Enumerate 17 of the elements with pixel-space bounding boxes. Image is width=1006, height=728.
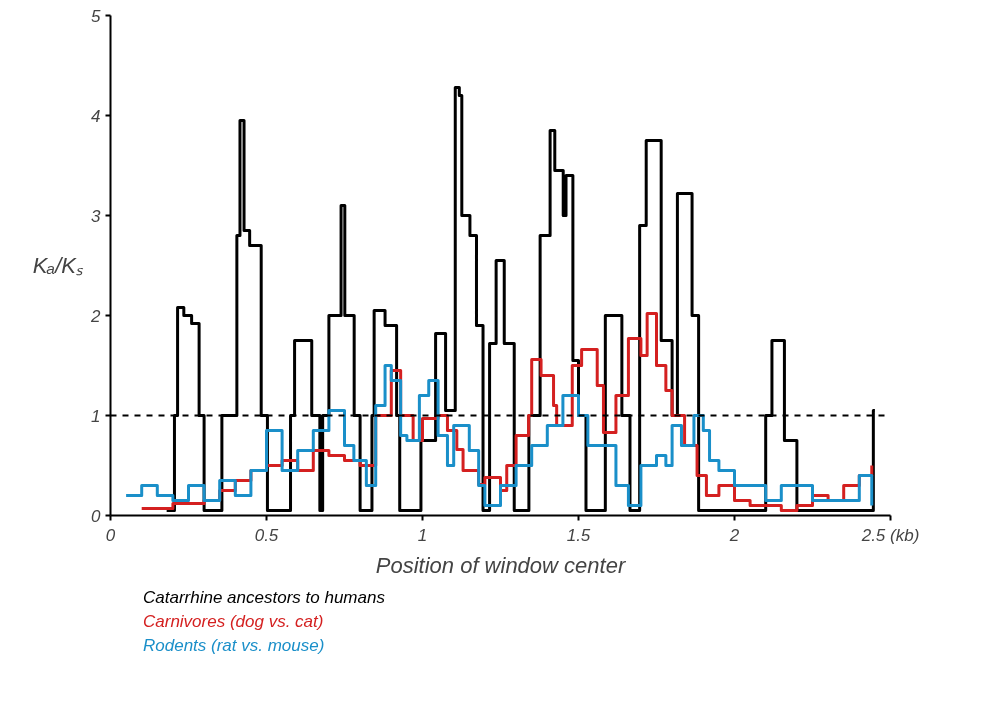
x-tick-label: 2.5 (kb) xyxy=(860,525,920,545)
y-tick-label: 4 xyxy=(91,106,101,126)
x-axis-title: Position of window center xyxy=(375,552,627,578)
text: Carnivores (dog vs. cat) xyxy=(143,612,324,632)
y-tick-label: 3 xyxy=(91,206,102,226)
x-tick-label: 2 xyxy=(728,525,740,545)
text: Catarrhine ancestors to humans xyxy=(143,588,385,608)
y-tick-label: 0 xyxy=(91,506,102,526)
x-tick-label: 0.5 xyxy=(254,525,279,545)
y-axis-title: Kₐ/Kₛ xyxy=(32,253,85,278)
x-tick-label: 0 xyxy=(105,525,116,545)
x-tick-label: 1 xyxy=(417,525,428,545)
x-tick-label: 1.5 xyxy=(566,525,591,545)
text: Rodents (rat vs. mouse) xyxy=(143,636,325,656)
y-tick-label: 5 xyxy=(91,6,102,26)
y-tick-label: 1 xyxy=(91,406,101,426)
y-tick-label: 2 xyxy=(90,306,102,326)
